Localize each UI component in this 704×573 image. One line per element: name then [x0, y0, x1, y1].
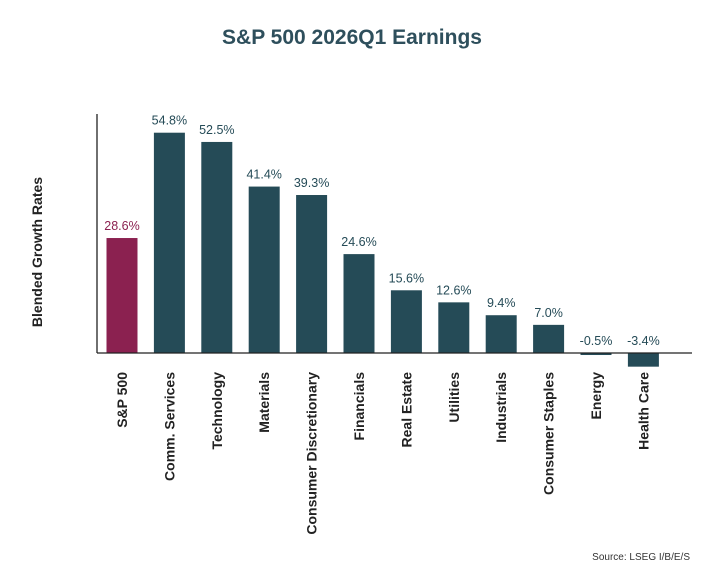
bar-value-label: 24.6% [341, 235, 376, 249]
bar [580, 353, 612, 356]
bar-value-label: 39.3% [294, 176, 329, 190]
bar-value-label: 12.6% [436, 283, 471, 297]
bar-value-label: 7.0% [534, 306, 563, 320]
bar-value-label: 52.5% [199, 123, 234, 137]
category-tick-label: Technology [209, 372, 225, 450]
axes-group [96, 114, 692, 354]
bar-value-label: 9.4% [487, 296, 516, 310]
category-tick-label: S&P 500 [114, 372, 130, 428]
category-tick-label: Industrials [493, 372, 509, 443]
category-tick-label: Real Estate [398, 372, 414, 448]
category-tick-label: Consumer Discretionary [304, 372, 320, 535]
source-note: Source: LSEG I/B/E/S [592, 552, 690, 563]
bar [106, 238, 138, 353]
category-tick-label: Financials [351, 372, 367, 441]
bar [485, 315, 517, 353]
bar [438, 302, 470, 353]
chart-title: S&P 500 2026Q1 Earnings [222, 26, 482, 49]
bar-value-label: -0.5% [580, 334, 613, 348]
bar-value-label: 54.8% [152, 114, 187, 128]
bar [201, 141, 233, 353]
bar-value-label: 15.6% [389, 271, 424, 285]
category-tick-label: Comm. Services [161, 372, 177, 481]
category-tick-label: Materials [256, 372, 272, 433]
bars-group [106, 132, 659, 367]
bar [627, 353, 659, 367]
category-tick-label: Consumer Staples [541, 372, 557, 495]
bar-value-label: -3.4% [627, 334, 660, 348]
bar [153, 132, 185, 353]
category-tick-label: Utilities [446, 372, 462, 423]
bar [390, 290, 422, 353]
bar-value-label: 41.4% [246, 168, 281, 182]
labels-group: 28.6% S&P 500 54.8% Comm. Services 52.5% Tech… [104, 114, 659, 535]
bar-value-label: 28.6% [104, 219, 139, 233]
bar [343, 254, 375, 353]
bar [248, 186, 280, 353]
bar [533, 324, 565, 353]
bar [296, 195, 328, 353]
category-tick-label: Health Care [635, 372, 651, 450]
category-tick-label: Energy [588, 372, 604, 420]
